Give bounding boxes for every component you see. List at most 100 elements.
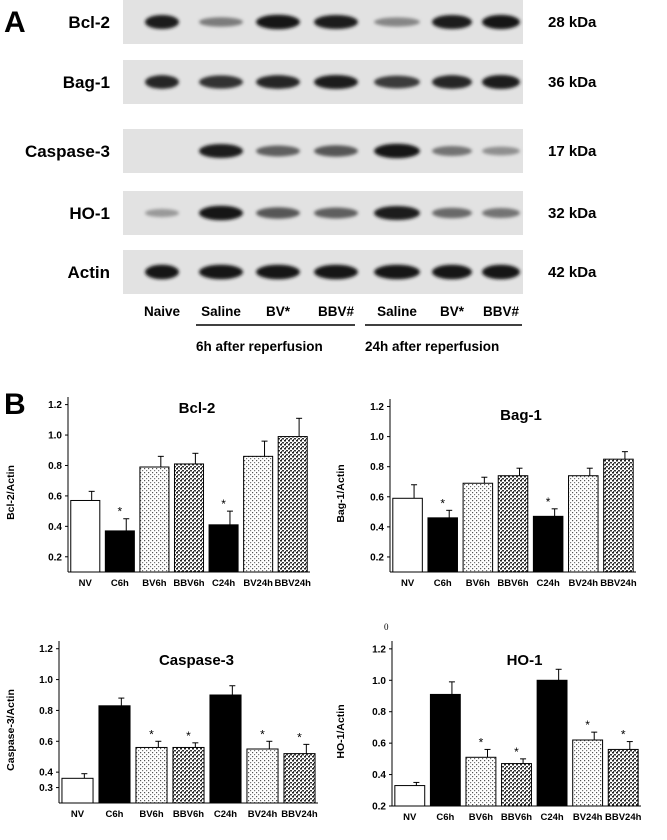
lane-label: BBV#: [483, 304, 520, 319]
y-tick-label: 1.0: [370, 432, 384, 443]
bar-bv6h: [462, 482, 494, 573]
y-tick-label: 0.6: [48, 491, 62, 502]
bar-bv6h: [139, 466, 170, 573]
blot-kda: 36 kDa: [548, 74, 597, 91]
blot-row-ho-1: HO-1 32 kDa: [69, 191, 597, 235]
y-axis-label: Caspase-3/Actin: [5, 689, 17, 771]
bar-c24h: [208, 524, 239, 573]
blot-label: HO-1: [69, 204, 110, 223]
blot-band: [314, 145, 358, 157]
blot-kda: 42 kDa: [548, 264, 597, 281]
significance-marker: *: [186, 729, 191, 743]
blot-band: [314, 264, 358, 280]
lane-label: BV*: [266, 304, 291, 319]
blot-label: Bag-1: [63, 73, 110, 92]
category-label: NV: [71, 809, 85, 820]
category-label: BBV24h: [605, 812, 642, 823]
blot-band: [482, 74, 520, 90]
bar-c24h: [209, 694, 242, 804]
bar-bv24h: [243, 455, 274, 573]
lane-label: Saline: [201, 304, 241, 319]
category-label: BV6h: [466, 578, 490, 589]
category-label: BBV6h: [173, 809, 204, 820]
y-tick-label: 0.6: [372, 739, 386, 750]
category-label: BBV6h: [173, 578, 204, 589]
bar-c24h: [536, 679, 568, 807]
blot-band: [432, 145, 472, 157]
category-label: C24h: [540, 812, 563, 823]
y-tick-label: 0.2: [372, 802, 386, 813]
y-axis-label: Bcl-2/Actin: [5, 465, 17, 520]
blot-band: [256, 264, 300, 280]
bar-bbv24h: [277, 436, 308, 573]
category-label: BBV24h: [281, 809, 318, 820]
blot-band: [256, 75, 300, 89]
bar-c6h: [429, 693, 461, 807]
blot-kda: 17 kDa: [548, 143, 597, 160]
panel-b-letter: B: [4, 388, 26, 421]
bar-bv6h: [465, 756, 497, 807]
y-tick-label: 0.4: [372, 770, 386, 781]
blot-label: Actin: [68, 263, 111, 282]
bar-bv24h: [246, 748, 279, 804]
significance-marker: *: [260, 727, 265, 741]
western-blot-group: Bcl-2 28 kDa Bag-1 36 kDa Caspase-3 17 kDa HO-…: [25, 0, 597, 294]
y-tick-label: 0.6: [39, 737, 53, 748]
y-tick-label: 0.8: [39, 706, 53, 717]
blot-band: [256, 207, 300, 219]
category-label: C24h: [214, 809, 237, 820]
lane-label: BBV#: [318, 304, 355, 319]
category-label: C6h: [106, 809, 124, 820]
y-tick-label: 1.2: [39, 644, 53, 655]
blot-band: [199, 75, 243, 89]
blot-band: [432, 207, 472, 219]
category-label: BBV6h: [501, 812, 532, 823]
blot-label: Caspase-3: [25, 142, 110, 161]
panel-b: B 0 Bcl-2 Bcl-2/Actin 0.2 0.4 0.6 0.8 1.0 1.2 NV…: [4, 388, 642, 823]
category-label: BBV6h: [497, 578, 528, 589]
bar-c6h: [98, 705, 131, 804]
blot-band: [314, 207, 358, 219]
y-tick-label: 0.8: [370, 462, 384, 473]
bar-c6h: [427, 517, 458, 573]
bar-nv: [394, 785, 426, 807]
y-tick-label: 1.2: [48, 400, 62, 411]
blot-band: [482, 146, 520, 156]
significance-marker: *: [546, 495, 551, 509]
y-tick-label: 0.4: [370, 522, 384, 533]
panel-a: A Bcl-2 28 kDa Bag-1 36 kDa Caspase-3 17 kDa H…: [4, 0, 597, 354]
category-label: BV24h: [568, 578, 598, 589]
chart-ho-1: HO-1 HO-1/Actin 0.2 0.4 0.6 0.8 1.0 1.2 NV C6h * BV…: [335, 641, 642, 823]
chart-bcl-2: Bcl-2 Bcl-2/Actin 0.2 0.4 0.6 0.8 1.0 1.2 NV * C6h…: [5, 397, 311, 589]
bar-c6h: [104, 530, 135, 573]
y-tick-label: 0.4: [39, 768, 53, 779]
category-label: BV24h: [573, 812, 603, 823]
blot-band: [374, 264, 420, 280]
blot-band: [145, 75, 179, 89]
category-label: NV: [79, 578, 93, 589]
significance-marker: *: [149, 727, 154, 741]
chart-bag-1: Bag-1 Bag-1/Actin 0.2 0.4 0.6 0.8 1.0 1.2 NV * C6h…: [335, 399, 637, 589]
bar-bbv6h: [497, 475, 529, 573]
blot-row-bag-1: Bag-1 36 kDa: [63, 60, 597, 104]
lane-label: BV*: [440, 304, 465, 319]
blot-band: [314, 14, 358, 30]
y-tick-label: 0.8: [372, 707, 386, 718]
blot-band: [432, 14, 472, 30]
blot-band: [199, 264, 243, 280]
bar-nv: [70, 499, 101, 573]
bar-charts: Bcl-2 Bcl-2/Actin 0.2 0.4 0.6 0.8 1.0 1.2 NV * C6h…: [5, 397, 642, 823]
y-tick-label: 0.6: [370, 492, 384, 503]
blot-kda: 28 kDa: [548, 14, 597, 31]
blot-band: [256, 14, 300, 30]
blot-band: [482, 207, 520, 219]
significance-marker: *: [297, 730, 302, 744]
significance-marker: *: [621, 728, 626, 742]
category-label: C6h: [436, 812, 454, 823]
category-label: BBV24h: [600, 578, 637, 589]
category-label: BV24h: [248, 809, 278, 820]
y-axis-label: HO-1/Actin: [335, 704, 347, 758]
category-label: BBV24h: [274, 578, 311, 589]
category-label: C24h: [537, 578, 560, 589]
